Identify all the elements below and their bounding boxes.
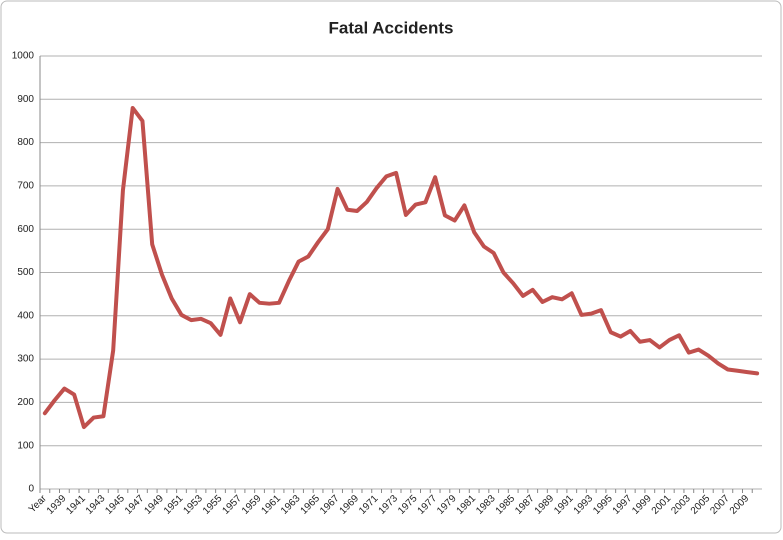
y-tick-label: 600 <box>17 224 34 235</box>
y-tick-label: 300 <box>17 354 34 365</box>
y-tick-label: 100 <box>17 440 34 451</box>
chart-title: Fatal Accidents <box>328 18 453 37</box>
y-tick-label: 700 <box>17 181 34 192</box>
y-tick-label: 0 <box>28 484 34 495</box>
y-tick-label: 200 <box>17 397 34 408</box>
y-tick-label: 1000 <box>12 51 35 62</box>
y-tick-label: 400 <box>17 310 34 321</box>
y-tick-label: 500 <box>17 267 34 278</box>
y-tick-label: 900 <box>17 94 34 105</box>
data-line <box>42 105 760 430</box>
y-tick-label: 800 <box>17 137 34 148</box>
